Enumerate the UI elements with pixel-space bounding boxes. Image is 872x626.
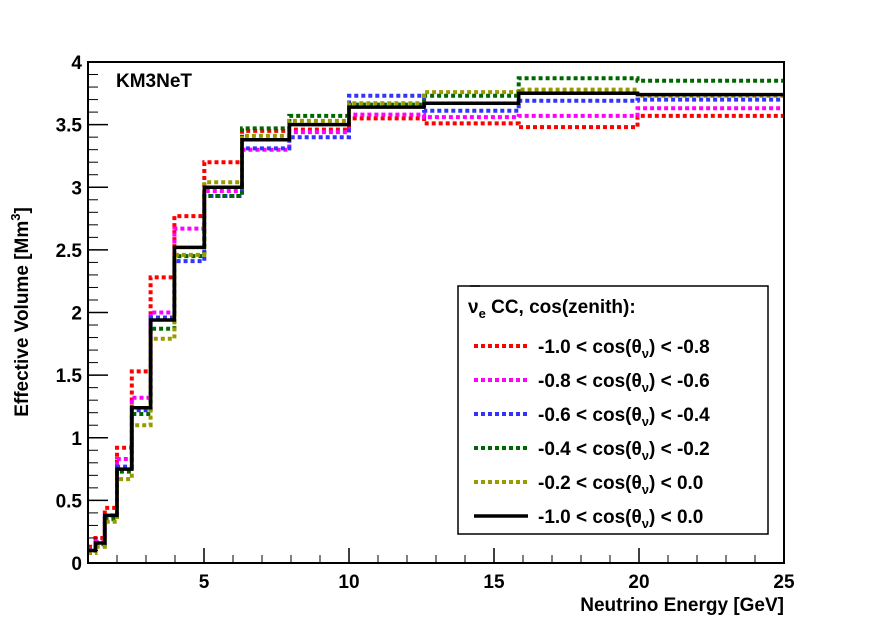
legend-label-1: -0.8 < cos(θν) < -0.6	[538, 371, 710, 395]
x-tick-label: 5	[199, 572, 210, 593]
legend-label-5: -1.0 < cos(θν) < 0.0	[538, 507, 703, 531]
legend-label-2: -0.6 < cos(θν) < -0.4	[538, 405, 710, 429]
legend-entries: -1.0 < cos(θν) < -0.8 -0.8 < cos(θν) < -0…	[474, 337, 710, 531]
x-tick-label: 10	[338, 572, 359, 593]
y-tick-label: 3.5	[56, 116, 83, 137]
legend-title-sub: e	[479, 306, 486, 321]
legend-label-4: -0.2 < cos(θν) < 0.0	[538, 473, 703, 497]
axis-ticks: 0 0.5 1 1.5 2 2.5 3 3.5 4 5 10 15 20 25	[56, 53, 795, 593]
x-tick-label: 15	[483, 572, 505, 593]
legend-title: νe CC, cos(zenith):	[468, 297, 636, 321]
x-axis-label: Neutrino Energy [GeV]	[580, 595, 784, 616]
series-line-5	[88, 91, 784, 553]
y-tick-label: 1	[71, 429, 82, 450]
y-tick-label: 1.5	[56, 366, 83, 387]
legend-label-0: -1.0 < cos(θν) < -0.8	[538, 337, 710, 361]
y-tick-label: 0.5	[56, 491, 83, 512]
y-tick-label: 2	[71, 304, 82, 325]
x-tick-label: 20	[628, 572, 649, 593]
legend-box	[457, 285, 769, 535]
y-axis-label-end: ]	[12, 207, 33, 213]
chart-title: KM3NeT	[116, 71, 192, 92]
x-tick-label: 25	[773, 572, 795, 593]
y-tick-label: 4	[71, 53, 82, 74]
y-tick-label: 3	[71, 178, 82, 199]
y-axis-label-main: Effective Volume [Mm	[12, 221, 33, 417]
y-tick-label: 0	[71, 554, 82, 575]
y-tick-label: 2.5	[56, 241, 83, 262]
legend-label-3: -0.4 < cos(θν) < -0.2	[538, 439, 710, 463]
y-axis-label: Effective Volume [Mm3]	[8, 207, 33, 417]
legend-title-rest: CC, cos(zenith):	[486, 297, 636, 318]
y-axis-label-sup: 3	[8, 214, 23, 221]
legend-title-nu: ν	[468, 297, 479, 318]
legend: νe CC, cos(zenith): -1.0 < cos(θν) < -0.…	[457, 285, 769, 535]
series-layer	[88, 76, 784, 555]
